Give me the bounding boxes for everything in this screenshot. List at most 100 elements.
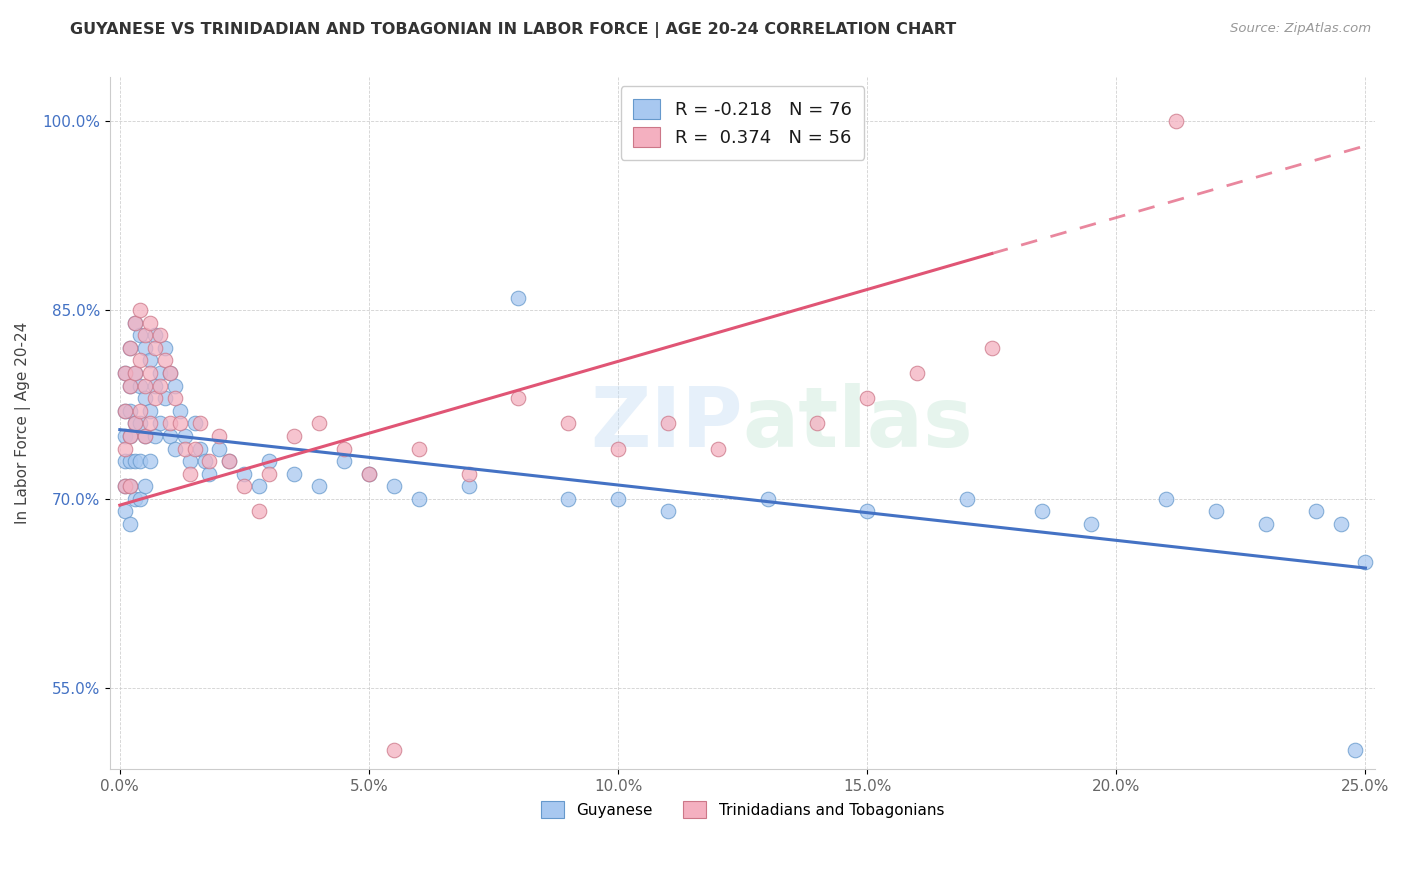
Y-axis label: In Labor Force | Age 20-24: In Labor Force | Age 20-24: [15, 322, 31, 524]
Point: [114, 429, 136, 443]
Point: [143, 378, 166, 392]
Point: [134, 328, 156, 343]
Point: [149, 378, 172, 392]
Point: [138, 353, 160, 368]
Point: [183, 417, 205, 431]
Point: [1154, 491, 1177, 506]
Point: [124, 366, 146, 380]
Point: [956, 491, 979, 506]
Point: [856, 504, 879, 518]
Point: [193, 454, 215, 468]
Point: [118, 378, 141, 392]
Text: atlas: atlas: [742, 383, 973, 464]
Point: [905, 366, 928, 380]
Point: [657, 504, 679, 518]
Point: [118, 479, 141, 493]
Point: [153, 353, 176, 368]
Point: [159, 366, 181, 380]
Point: [138, 316, 160, 330]
Point: [124, 417, 146, 431]
Point: [557, 417, 579, 431]
Point: [118, 404, 141, 418]
Point: [128, 303, 150, 318]
Point: [233, 467, 256, 481]
Point: [173, 442, 195, 456]
Point: [114, 454, 136, 468]
Point: [138, 404, 160, 418]
Point: [283, 467, 305, 481]
Point: [118, 429, 141, 443]
Point: [1344, 743, 1367, 757]
Point: [357, 467, 380, 481]
Point: [124, 491, 146, 506]
Point: [134, 429, 156, 443]
Point: [198, 454, 221, 468]
Point: [143, 341, 166, 355]
Point: [128, 353, 150, 368]
Point: [114, 366, 136, 380]
Point: [138, 417, 160, 431]
Point: [457, 467, 479, 481]
Point: [143, 328, 166, 343]
Point: [357, 467, 380, 481]
Point: [607, 491, 630, 506]
Point: [169, 404, 191, 418]
Point: [508, 291, 530, 305]
Point: [134, 429, 156, 443]
Point: [283, 429, 305, 443]
Point: [114, 404, 136, 418]
Point: [1254, 516, 1277, 531]
Point: [114, 479, 136, 493]
Point: [382, 479, 405, 493]
Point: [149, 328, 172, 343]
Point: [134, 341, 156, 355]
Point: [1080, 516, 1102, 531]
Point: [159, 366, 181, 380]
Point: [208, 429, 231, 443]
Point: [143, 391, 166, 405]
Point: [408, 442, 430, 456]
Point: [188, 417, 211, 431]
Point: [308, 417, 330, 431]
Point: [124, 316, 146, 330]
Point: [457, 479, 479, 493]
Point: [114, 504, 136, 518]
Point: [118, 341, 141, 355]
Point: [806, 417, 828, 431]
Point: [149, 417, 172, 431]
Point: [173, 429, 195, 443]
Point: [408, 491, 430, 506]
Point: [118, 454, 141, 468]
Point: [259, 454, 281, 468]
Point: [169, 417, 191, 431]
Point: [1354, 555, 1376, 569]
Point: [128, 378, 150, 392]
Point: [134, 479, 156, 493]
Legend: Guyanese, Trinidadians and Tobagonians: Guyanese, Trinidadians and Tobagonians: [536, 795, 950, 824]
Point: [153, 341, 176, 355]
Point: [233, 479, 256, 493]
Point: [308, 479, 330, 493]
Point: [1205, 504, 1227, 518]
Point: [333, 442, 356, 456]
Point: [124, 316, 146, 330]
Point: [143, 429, 166, 443]
Point: [1164, 114, 1187, 128]
Text: ZIP: ZIP: [591, 383, 742, 464]
Point: [218, 454, 240, 468]
Point: [1031, 504, 1053, 518]
Point: [706, 442, 728, 456]
Point: [159, 417, 181, 431]
Point: [1305, 504, 1327, 518]
Point: [128, 491, 150, 506]
Point: [128, 454, 150, 468]
Point: [138, 366, 160, 380]
Point: [124, 417, 146, 431]
Point: [124, 454, 146, 468]
Point: [118, 341, 141, 355]
Point: [118, 516, 141, 531]
Point: [114, 442, 136, 456]
Point: [259, 467, 281, 481]
Point: [218, 454, 240, 468]
Point: [153, 391, 176, 405]
